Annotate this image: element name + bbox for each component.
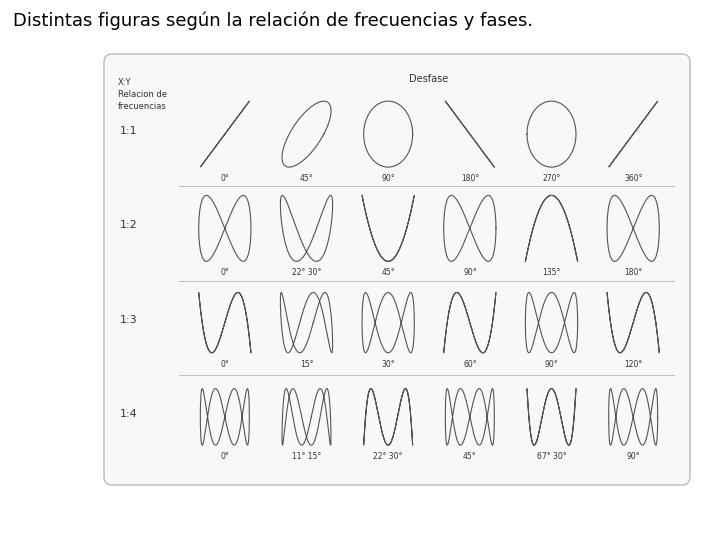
Text: 45°: 45° bbox=[300, 174, 313, 183]
Text: 90°: 90° bbox=[545, 360, 558, 369]
Text: 180°: 180° bbox=[624, 268, 642, 278]
Text: 0°: 0° bbox=[220, 174, 229, 183]
Text: 90°: 90° bbox=[626, 452, 640, 461]
Text: 1:1: 1:1 bbox=[120, 126, 138, 136]
Text: 22° 30°: 22° 30° bbox=[374, 452, 403, 461]
Text: Distintas figuras según la relación de frecuencias y fases.: Distintas figuras según la relación de f… bbox=[13, 12, 533, 30]
Text: 1:2: 1:2 bbox=[120, 220, 138, 231]
Text: 360°: 360° bbox=[624, 174, 642, 183]
Text: 11° 15°: 11° 15° bbox=[292, 452, 321, 461]
Text: 45°: 45° bbox=[463, 452, 477, 461]
Text: 45°: 45° bbox=[382, 268, 395, 278]
Text: 270°: 270° bbox=[542, 174, 561, 183]
Text: 0°: 0° bbox=[220, 452, 229, 461]
Text: 0°: 0° bbox=[220, 268, 229, 278]
FancyBboxPatch shape bbox=[104, 54, 690, 485]
Text: 67° 30°: 67° 30° bbox=[536, 452, 567, 461]
Text: 120°: 120° bbox=[624, 360, 642, 369]
Text: X:Y
Relacion de
frecuencias: X:Y Relacion de frecuencias bbox=[118, 78, 167, 111]
Text: 90°: 90° bbox=[382, 174, 395, 183]
Text: 1:3: 1:3 bbox=[120, 315, 138, 325]
Text: 1:4: 1:4 bbox=[120, 409, 138, 419]
Text: 22° 30°: 22° 30° bbox=[292, 268, 321, 278]
Text: 180°: 180° bbox=[461, 174, 479, 183]
Text: 15°: 15° bbox=[300, 360, 313, 369]
Text: 135°: 135° bbox=[542, 268, 561, 278]
Text: 0°: 0° bbox=[220, 360, 229, 369]
Text: 30°: 30° bbox=[382, 360, 395, 369]
Text: 60°: 60° bbox=[463, 360, 477, 369]
Text: Desfase: Desfase bbox=[410, 74, 449, 84]
Text: 90°: 90° bbox=[463, 268, 477, 278]
